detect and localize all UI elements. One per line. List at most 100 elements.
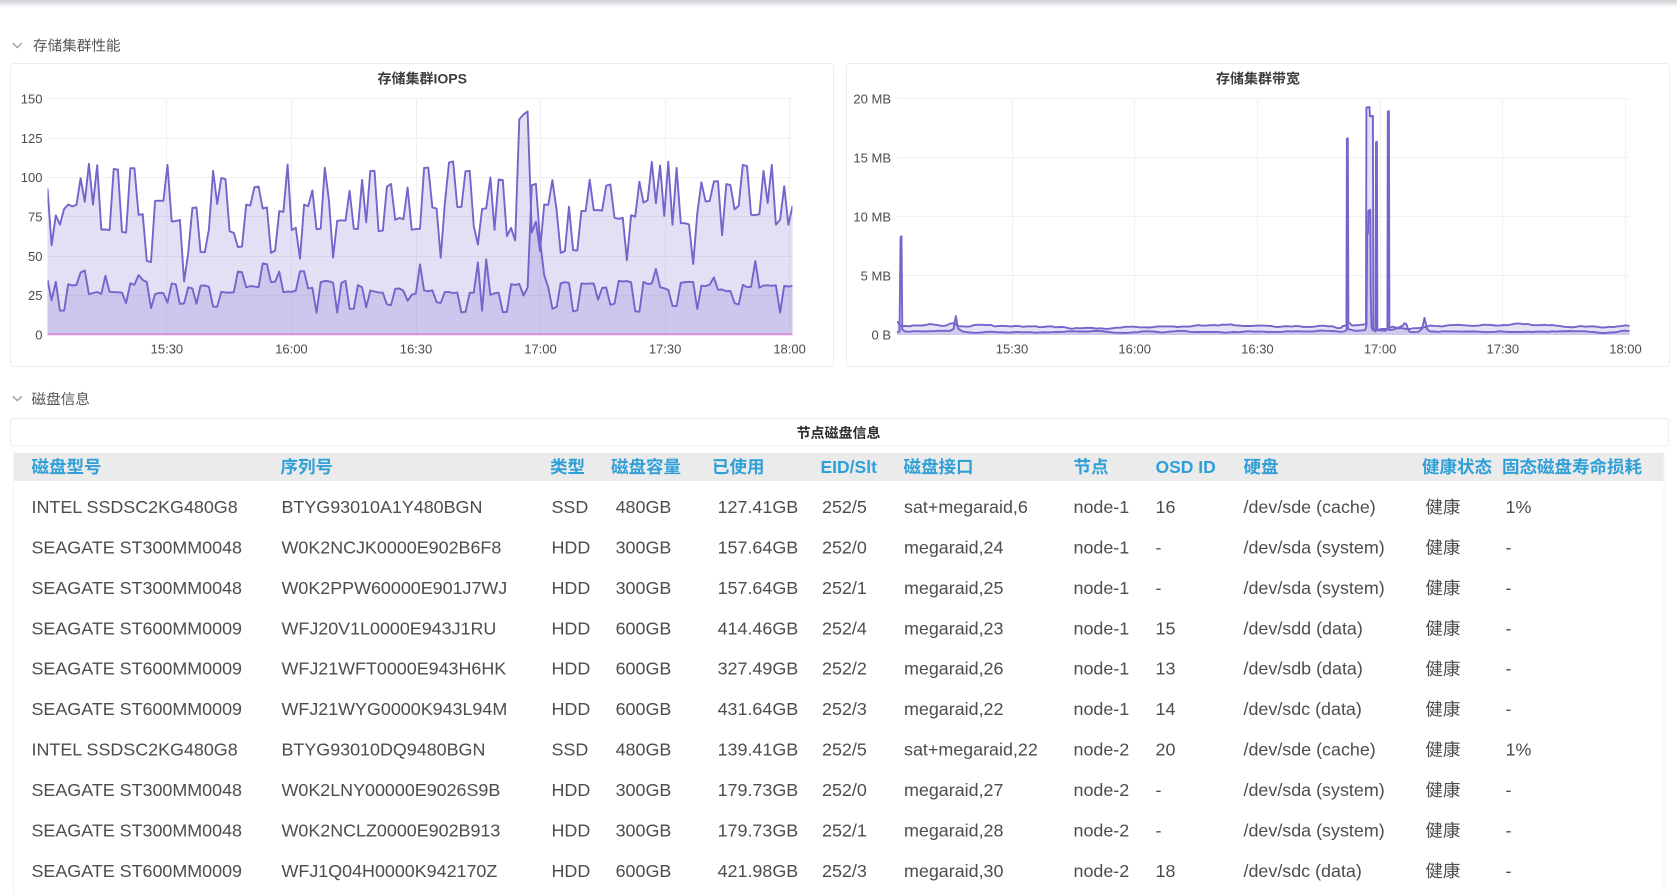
svg-text:0 B: 0 B: [871, 328, 891, 343]
svg-text:17:00: 17:00: [1364, 342, 1397, 357]
svg-text:/dev/sdd (data): /dev/sdd (data): [1244, 618, 1363, 638]
svg-text:EID/Slt: EID/Slt: [821, 457, 878, 477]
svg-text:16: 16: [1156, 497, 1176, 517]
svg-text:252/0: 252/0: [822, 537, 867, 557]
svg-text:SEAGATE ST600MM0009: SEAGATE ST600MM0009: [32, 861, 243, 881]
svg-text:16:30: 16:30: [400, 342, 433, 357]
svg-text:-: -: [1506, 618, 1512, 638]
svg-text:SEAGATE ST300MM0048: SEAGATE ST300MM0048: [32, 820, 243, 840]
svg-text:18:00: 18:00: [1609, 342, 1642, 357]
svg-text:HDD: HDD: [552, 537, 591, 557]
svg-text:252/5: 252/5: [822, 740, 867, 760]
svg-text:-: -: [1506, 699, 1512, 719]
svg-text:SSD: SSD: [552, 740, 589, 760]
svg-text:node-2: node-2: [1074, 780, 1130, 800]
svg-text:252/1: 252/1: [822, 578, 867, 598]
svg-text:SEAGATE ST300MM0048: SEAGATE ST300MM0048: [32, 780, 243, 800]
svg-text:139.41GB: 139.41GB: [718, 740, 799, 760]
svg-text:-: -: [1156, 578, 1162, 598]
svg-text:BTYG93010A1Y480BGN: BTYG93010A1Y480BGN: [282, 497, 483, 517]
svg-text:600GB: 600GB: [616, 659, 672, 679]
svg-text:252/5: 252/5: [822, 497, 867, 517]
svg-text:node-1: node-1: [1074, 578, 1130, 598]
svg-text:/dev/sdc (data): /dev/sdc (data): [1244, 861, 1362, 881]
svg-text:megaraid,22: megaraid,22: [904, 699, 1004, 719]
svg-text:INTEL SSDSC2KG480G8: INTEL SSDSC2KG480G8: [32, 740, 238, 760]
svg-text:/dev/sda (system): /dev/sda (system): [1244, 578, 1385, 598]
svg-text:10 MB: 10 MB: [853, 210, 891, 225]
svg-text:INTEL SSDSC2KG480G8: INTEL SSDSC2KG480G8: [32, 497, 238, 517]
svg-text:/dev/sda (system): /dev/sda (system): [1244, 780, 1385, 800]
svg-text:15:30: 15:30: [151, 342, 184, 357]
svg-text:252/0: 252/0: [822, 780, 867, 800]
svg-text:HDD: HDD: [552, 820, 591, 840]
svg-text:megaraid,25: megaraid,25: [904, 578, 1004, 598]
svg-text:node-2: node-2: [1074, 861, 1130, 881]
svg-text:18: 18: [1156, 861, 1176, 881]
svg-text:15 MB: 15 MB: [853, 150, 891, 165]
svg-text:IOPS: IOPS: [434, 70, 467, 86]
svg-text:HDD: HDD: [552, 780, 591, 800]
svg-text:327.49GB: 327.49GB: [718, 659, 799, 679]
svg-text:megaraid,26: megaraid,26: [904, 659, 1004, 679]
svg-text:300GB: 300GB: [616, 820, 672, 840]
svg-text:HDD: HDD: [552, 618, 591, 638]
svg-text:300GB: 300GB: [616, 537, 672, 557]
svg-text:W0K2PPW60000E901J7WJ: W0K2PPW60000E901J7WJ: [282, 578, 508, 598]
svg-text:5 MB: 5 MB: [861, 269, 891, 284]
svg-text:-: -: [1506, 537, 1512, 557]
svg-text:node-2: node-2: [1074, 820, 1130, 840]
svg-text:252/3: 252/3: [822, 861, 867, 881]
svg-text:14: 14: [1156, 699, 1176, 719]
svg-text:HDD: HDD: [552, 659, 591, 679]
svg-text:16:30: 16:30: [1241, 342, 1274, 357]
svg-text:/dev/sda (system): /dev/sda (system): [1244, 537, 1385, 557]
svg-text:75: 75: [28, 210, 42, 225]
svg-text:480GB: 480GB: [616, 497, 672, 517]
svg-text:-: -: [1156, 820, 1162, 840]
svg-text:600GB: 600GB: [616, 618, 672, 638]
svg-text:-: -: [1506, 659, 1512, 679]
svg-text:600GB: 600GB: [616, 861, 672, 881]
svg-text:SEAGATE ST300MM0048: SEAGATE ST300MM0048: [32, 537, 243, 557]
svg-text:-: -: [1156, 780, 1162, 800]
svg-text:/dev/sde (cache): /dev/sde (cache): [1244, 740, 1376, 760]
svg-text:150: 150: [21, 92, 43, 107]
svg-text:WFJ20V1L0000E943J1RU: WFJ20V1L0000E943J1RU: [282, 618, 497, 638]
svg-text:127.41GB: 127.41GB: [718, 497, 799, 517]
svg-text:W0K2LNY00000E9026S9B: W0K2LNY00000E9026S9B: [282, 780, 501, 800]
svg-text:-: -: [1156, 537, 1162, 557]
svg-text:15: 15: [1156, 618, 1176, 638]
svg-text:421.98GB: 421.98GB: [718, 861, 799, 881]
svg-text:20: 20: [1156, 740, 1176, 760]
svg-text:157.64GB: 157.64GB: [718, 537, 799, 557]
svg-text:13: 13: [1156, 659, 1176, 679]
svg-text:/dev/sde (cache): /dev/sde (cache): [1244, 497, 1376, 517]
svg-text:megaraid,30: megaraid,30: [904, 861, 1004, 881]
svg-text:SEAGATE ST600MM0009: SEAGATE ST600MM0009: [32, 699, 243, 719]
svg-text:17:30: 17:30: [649, 342, 682, 357]
svg-text:SEAGATE ST600MM0009: SEAGATE ST600MM0009: [32, 659, 243, 679]
svg-text:/dev/sda (system): /dev/sda (system): [1244, 820, 1385, 840]
svg-text:node-1: node-1: [1074, 537, 1130, 557]
svg-text:HDD: HDD: [552, 578, 591, 598]
svg-text:0: 0: [35, 328, 42, 343]
svg-text:-: -: [1506, 861, 1512, 881]
svg-text:node-1: node-1: [1074, 699, 1130, 719]
svg-text:480GB: 480GB: [616, 740, 672, 760]
svg-text:sat+megaraid,22: sat+megaraid,22: [904, 740, 1038, 760]
svg-text:WFJ21WYG0000K943L94M: WFJ21WYG0000K943L94M: [282, 699, 508, 719]
svg-text:SEAGATE ST300MM0048: SEAGATE ST300MM0048: [32, 578, 243, 598]
svg-text:node-2: node-2: [1074, 740, 1130, 760]
svg-text:15:30: 15:30: [996, 342, 1029, 357]
svg-text:sat+megaraid,6: sat+megaraid,6: [904, 497, 1028, 517]
svg-text:/dev/sdc (data): /dev/sdc (data): [1244, 699, 1362, 719]
svg-text:431.64GB: 431.64GB: [718, 699, 799, 719]
svg-text:W0K2NCLZ0000E902B913: W0K2NCLZ0000E902B913: [282, 820, 501, 840]
svg-text:17:00: 17:00: [524, 342, 557, 357]
svg-text:HDD: HDD: [552, 861, 591, 881]
svg-text:414.46GB: 414.46GB: [718, 618, 799, 638]
svg-text:25: 25: [28, 288, 42, 303]
svg-text:252/4: 252/4: [822, 618, 867, 638]
svg-text:node-1: node-1: [1074, 618, 1130, 638]
